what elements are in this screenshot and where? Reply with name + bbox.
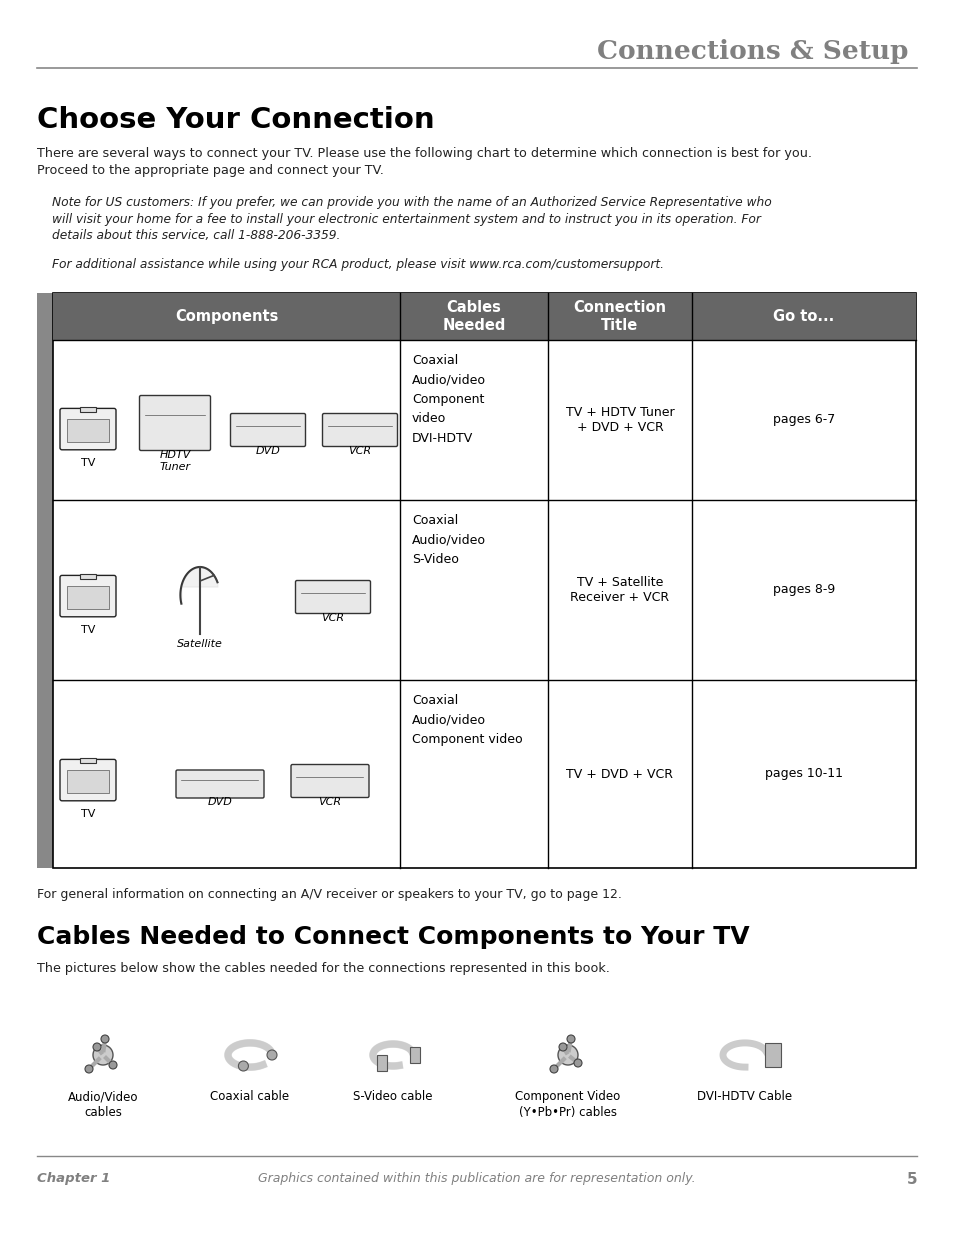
Circle shape [109, 1061, 117, 1070]
FancyBboxPatch shape [291, 764, 369, 798]
FancyBboxPatch shape [60, 760, 116, 800]
FancyBboxPatch shape [322, 414, 397, 447]
Bar [80, 408, 96, 412]
Bar [67, 585, 109, 609]
Text: Cables
Needed: Cables Needed [442, 300, 505, 332]
Circle shape [558, 1045, 578, 1065]
Bar [376, 1055, 387, 1071]
Circle shape [267, 1050, 276, 1060]
Text: VCR: VCR [321, 613, 344, 622]
Circle shape [574, 1058, 581, 1067]
FancyBboxPatch shape [295, 580, 370, 614]
Text: TV: TV [81, 458, 95, 468]
Text: TV: TV [81, 809, 95, 819]
Text: Connections & Setup: Connections & Setup [596, 40, 907, 64]
Text: Note for US customers: If you prefer, we can provide you with the name of an Aut: Note for US customers: If you prefer, we… [52, 196, 771, 242]
Circle shape [550, 1065, 558, 1073]
Text: Coaxial
Audio/video
Component
video
DVI-HDTV: Coaxial Audio/video Component video DVI-… [412, 354, 485, 445]
Text: For general information on connecting an A/V receiver or speakers to your TV, go: For general information on connecting an… [37, 888, 621, 902]
Circle shape [85, 1065, 92, 1073]
FancyBboxPatch shape [175, 769, 264, 798]
Circle shape [238, 1061, 248, 1071]
Bar [67, 769, 109, 793]
FancyBboxPatch shape [231, 414, 305, 447]
Circle shape [92, 1045, 112, 1065]
Text: VCR: VCR [348, 446, 371, 456]
Text: Connection
Title: Connection Title [573, 300, 666, 332]
Text: Coaxial
Audio/video
Component video: Coaxial Audio/video Component video [412, 694, 522, 746]
Circle shape [101, 1035, 109, 1044]
Bar [67, 419, 109, 442]
Text: Component Video
(Y•Pb•Pr) cables: Component Video (Y•Pb•Pr) cables [515, 1091, 620, 1119]
Polygon shape [764, 1044, 781, 1067]
Text: pages 6-7: pages 6-7 [772, 414, 834, 426]
Bar [53, 293, 915, 340]
Bar [53, 293, 915, 868]
FancyBboxPatch shape [139, 395, 211, 451]
Text: pages 8-9: pages 8-9 [772, 583, 834, 597]
Text: TV + DVD + VCR: TV + DVD + VCR [566, 767, 673, 781]
Text: 5: 5 [905, 1172, 916, 1187]
Text: VCR: VCR [318, 797, 341, 806]
Text: Go to...: Go to... [773, 309, 834, 324]
Text: TV + Satellite
Receiver + VCR: TV + Satellite Receiver + VCR [570, 576, 669, 604]
Text: DVI-HDTV Cable: DVI-HDTV Cable [697, 1091, 792, 1103]
Text: pages 10-11: pages 10-11 [764, 767, 842, 781]
Circle shape [566, 1035, 575, 1044]
Bar [80, 574, 96, 579]
FancyBboxPatch shape [60, 576, 116, 616]
Bar [37, 293, 53, 868]
Text: Components: Components [174, 309, 278, 324]
Circle shape [558, 1044, 566, 1051]
Text: There are several ways to connect your TV. Please use the following chart to det: There are several ways to connect your T… [37, 147, 811, 177]
Text: Choose Your Connection: Choose Your Connection [37, 106, 435, 135]
Bar [80, 758, 96, 763]
Text: HDTV
Tuner: HDTV Tuner [159, 450, 191, 472]
Text: Satellite: Satellite [177, 638, 223, 650]
Text: Cables Needed to Connect Components to Your TV: Cables Needed to Connect Components to Y… [37, 925, 749, 948]
Text: TV: TV [81, 625, 95, 635]
Text: Coaxial cable: Coaxial cable [211, 1091, 290, 1103]
Text: DVD: DVD [255, 446, 280, 456]
FancyBboxPatch shape [60, 409, 116, 450]
Text: The pictures below show the cables needed for the connections represented in thi: The pictures below show the cables neede… [37, 962, 609, 974]
Text: TV + HDTV Tuner
+ DVD + VCR: TV + HDTV Tuner + DVD + VCR [565, 406, 674, 433]
Text: S-Video cable: S-Video cable [353, 1091, 433, 1103]
Circle shape [92, 1044, 101, 1051]
Bar [410, 1047, 419, 1063]
Text: For additional assistance while using your RCA product, please visit www.rca.com: For additional assistance while using yo… [52, 258, 663, 270]
Text: Coaxial
Audio/video
S-Video: Coaxial Audio/video S-Video [412, 514, 485, 566]
Text: DVD: DVD [208, 797, 233, 806]
Text: Audio/Video
cables: Audio/Video cables [68, 1091, 138, 1119]
Text: Chapter 1: Chapter 1 [37, 1172, 111, 1186]
Text: Graphics contained within this publication are for representation only.: Graphics contained within this publicati… [258, 1172, 695, 1186]
